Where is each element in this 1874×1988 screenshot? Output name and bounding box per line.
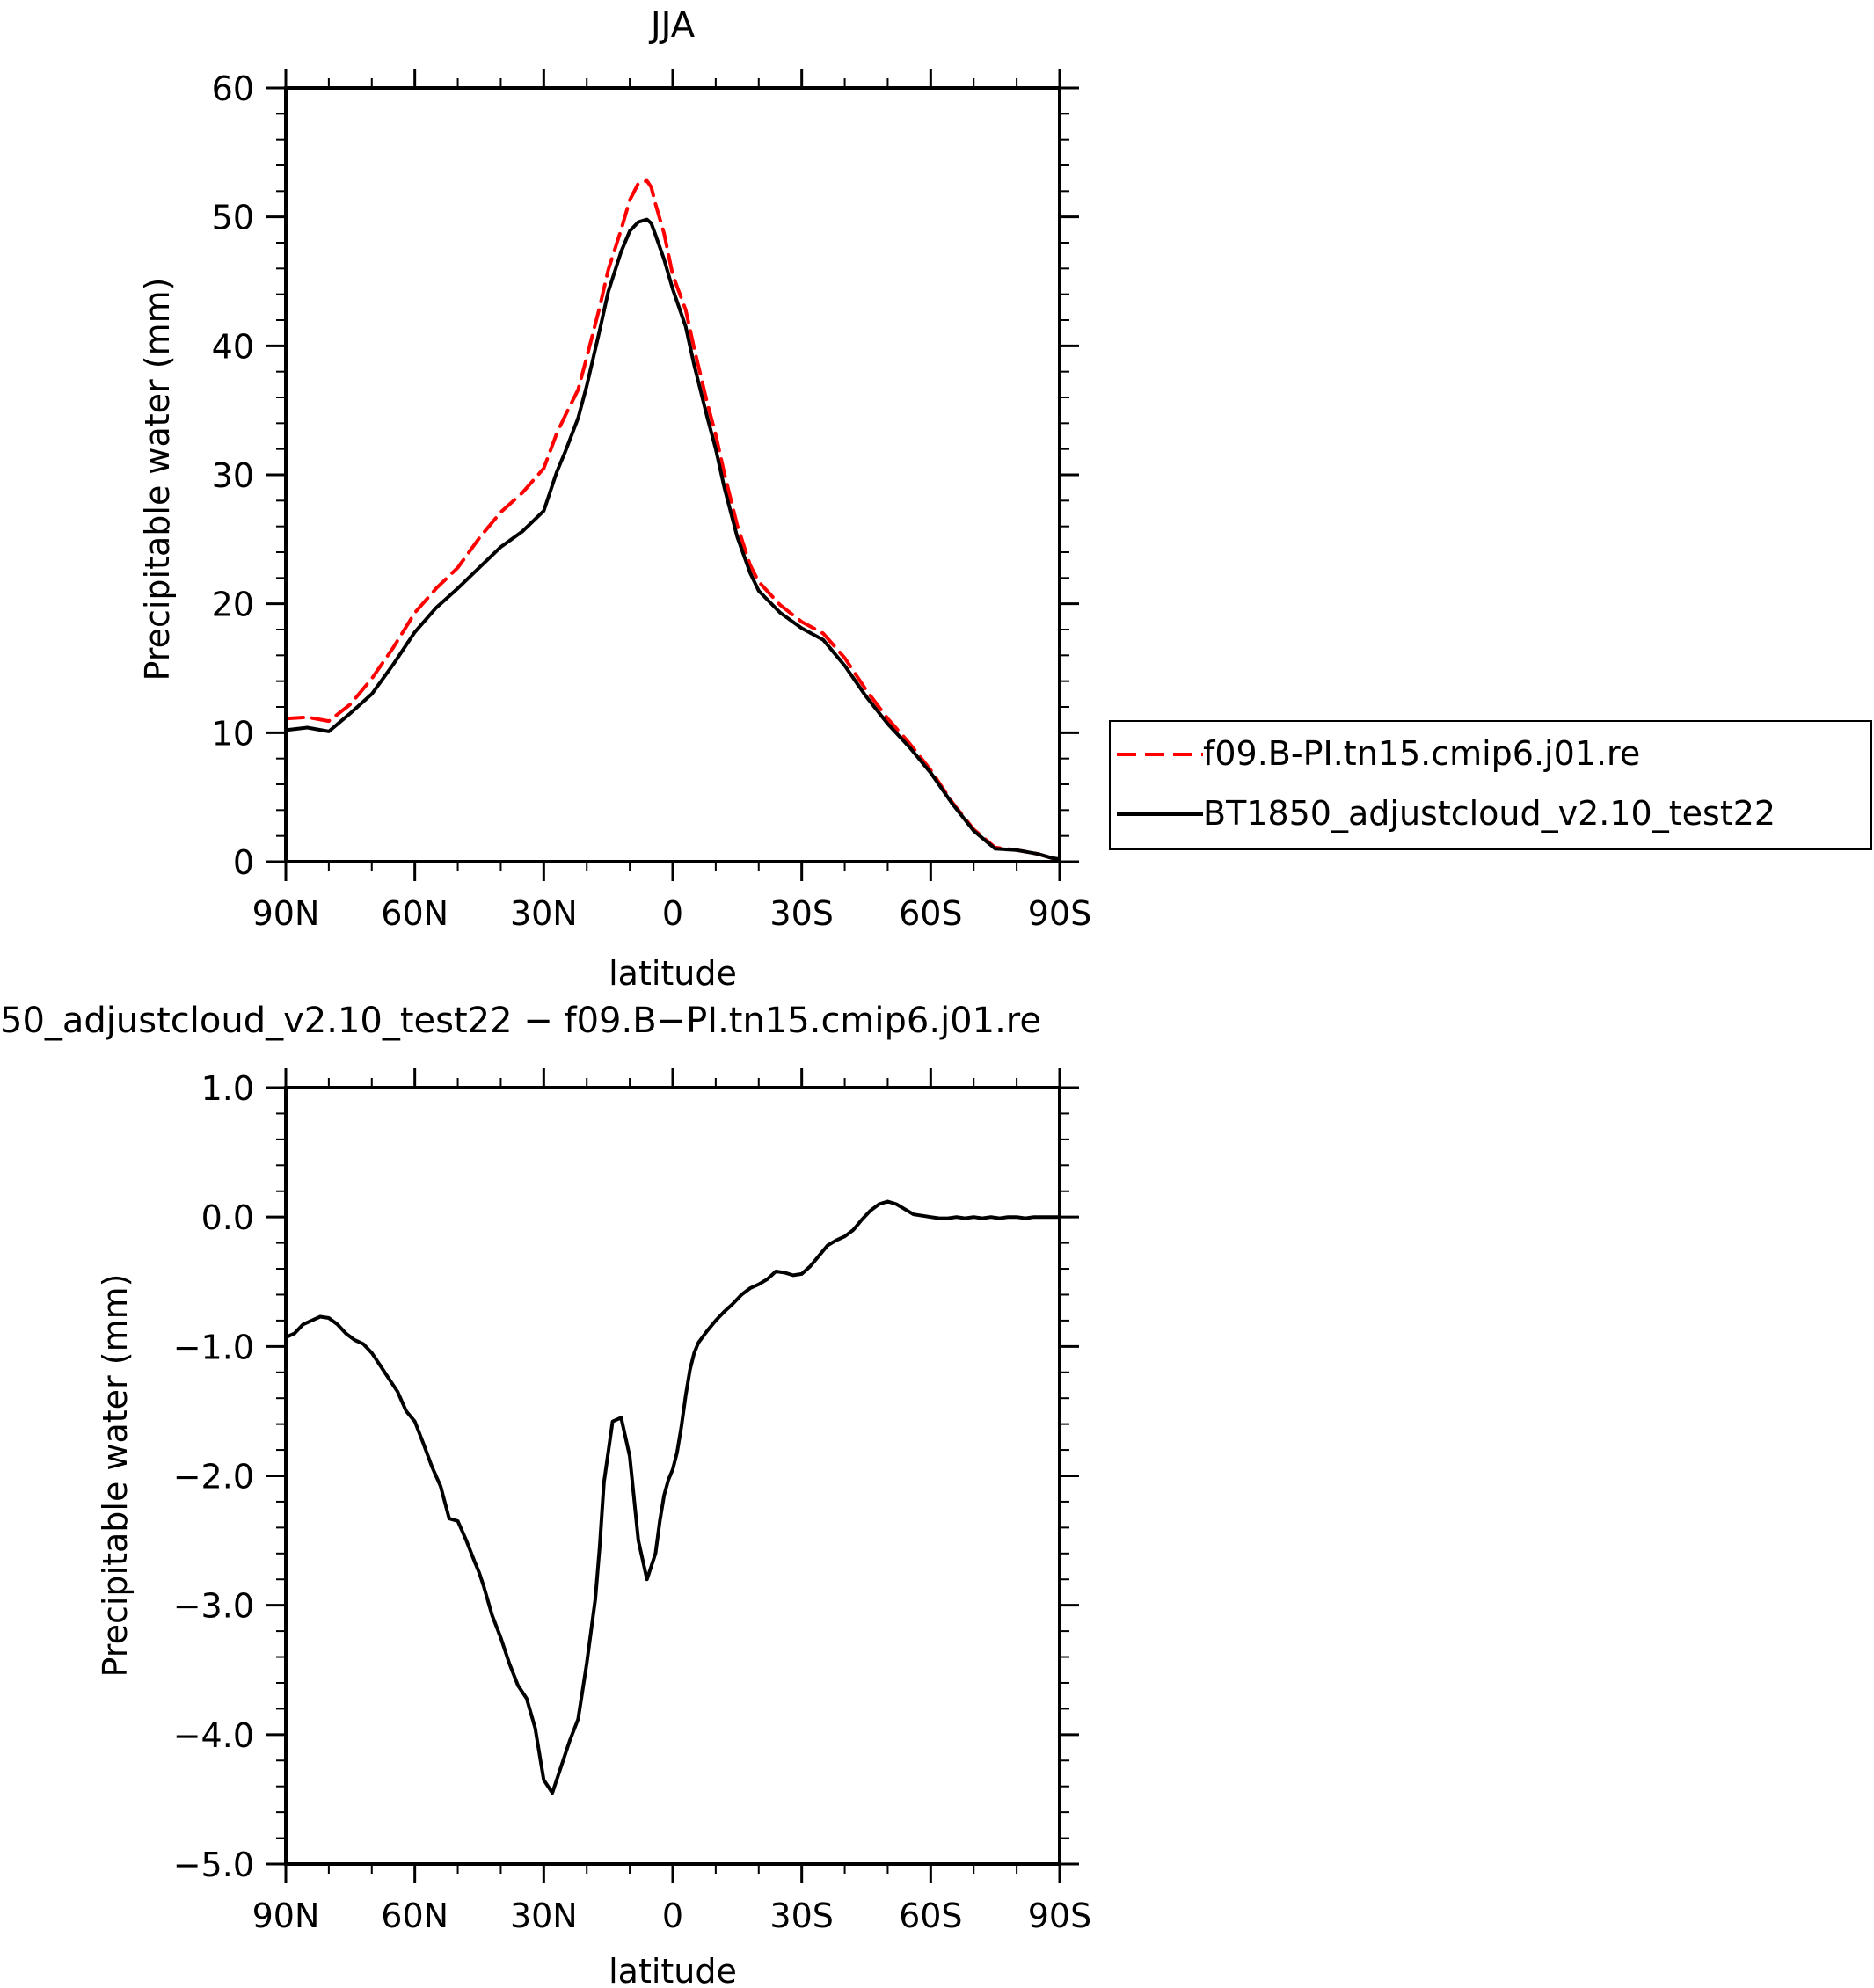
x-tick-label: 30S: [769, 894, 833, 933]
bottom-chart-panel: 50_adjustcloud_v2.10_test22 − f09.B−PI.t…: [0, 1001, 1091, 1988]
bottom-chart-xlabel: latitude: [609, 1952, 737, 1988]
top-chart-legend: f09.B-PI.tn15.cmip6.j01.re BT1850_adjust…: [1109, 720, 1872, 850]
top-chart-ticks: [266, 69, 1079, 881]
y-tick-label: −2.0: [173, 1458, 254, 1496]
top-chart-series: [284, 178, 1061, 862]
y-tick-label: 40: [212, 327, 254, 366]
x-tick-label: 60S: [899, 894, 962, 933]
bottom-chart-title: 50_adjustcloud_v2.10_test22 − f09.B−PI.t…: [0, 1001, 1041, 1041]
x-tick-label: 0: [662, 894, 683, 933]
y-tick-label: −5.0: [173, 1846, 254, 1884]
series-line-1: [284, 1199, 1061, 1795]
legend-label-series-2: BT1850_adjustcloud_v2.10_test22: [1203, 794, 1776, 833]
y-tick-label: 0: [233, 843, 254, 882]
x-tick-label: 30N: [510, 1897, 578, 1935]
series-line-2: [284, 217, 1061, 862]
top-chart-ylabel: Precipitable water (mm): [138, 278, 177, 681]
legend-frame: [1109, 720, 1872, 850]
top-chart-panel: JJA Precipitable water (mm) latitude 90N…: [138, 5, 1091, 993]
x-tick-label: 60S: [899, 1897, 962, 1935]
x-tick-label: 30S: [769, 1897, 833, 1935]
top-chart-xlabel: latitude: [609, 954, 737, 993]
top-chart-tick-labels: 90N 60N 30N 0 30S 60S 90S 0 10 20 30 40 50 60: [212, 69, 1092, 933]
x-tick-label: 90S: [1028, 1897, 1091, 1935]
bottom-chart-ylabel: Precipitable water (mm): [96, 1274, 135, 1678]
x-tick-label: 90N: [252, 1897, 320, 1935]
x-tick-label: 90N: [252, 894, 320, 933]
bottom-chart-plot-frame: [284, 1086, 1061, 1866]
y-tick-label: 0.0: [201, 1198, 254, 1237]
legend-label-series-1: f09.B-PI.tn15.cmip6.j01.re: [1203, 734, 1640, 773]
y-tick-label: 50: [212, 199, 254, 237]
y-tick-label: −4.0: [173, 1716, 254, 1755]
x-tick-label: 60N: [381, 1897, 448, 1935]
bottom-chart-series: [284, 1199, 1061, 1795]
x-tick-label: 0: [662, 1897, 683, 1935]
x-tick-label: 30N: [510, 894, 578, 933]
bottom-chart-ticks: [266, 1068, 1079, 1883]
series-line-1: [284, 178, 1061, 862]
x-tick-label: 90S: [1028, 894, 1091, 933]
y-tick-label: 20: [212, 586, 254, 624]
top-chart-plot-frame: [284, 86, 1061, 863]
y-tick-label: 30: [212, 456, 254, 495]
top-chart-title: JJA: [648, 5, 696, 46]
x-tick-label: 60N: [381, 894, 448, 933]
y-tick-label: 10: [212, 714, 254, 753]
y-tick-label: −1.0: [173, 1328, 254, 1366]
y-tick-label: 1.0: [201, 1069, 254, 1108]
y-tick-label: −3.0: [173, 1587, 254, 1626]
bottom-chart-tick-labels: 90N 60N 30N 0 30S 60S 90S −5.0 −4.0 −3.0 −2.0 −1.0 0…: [173, 1069, 1092, 1935]
y-tick-label: 60: [212, 69, 254, 108]
